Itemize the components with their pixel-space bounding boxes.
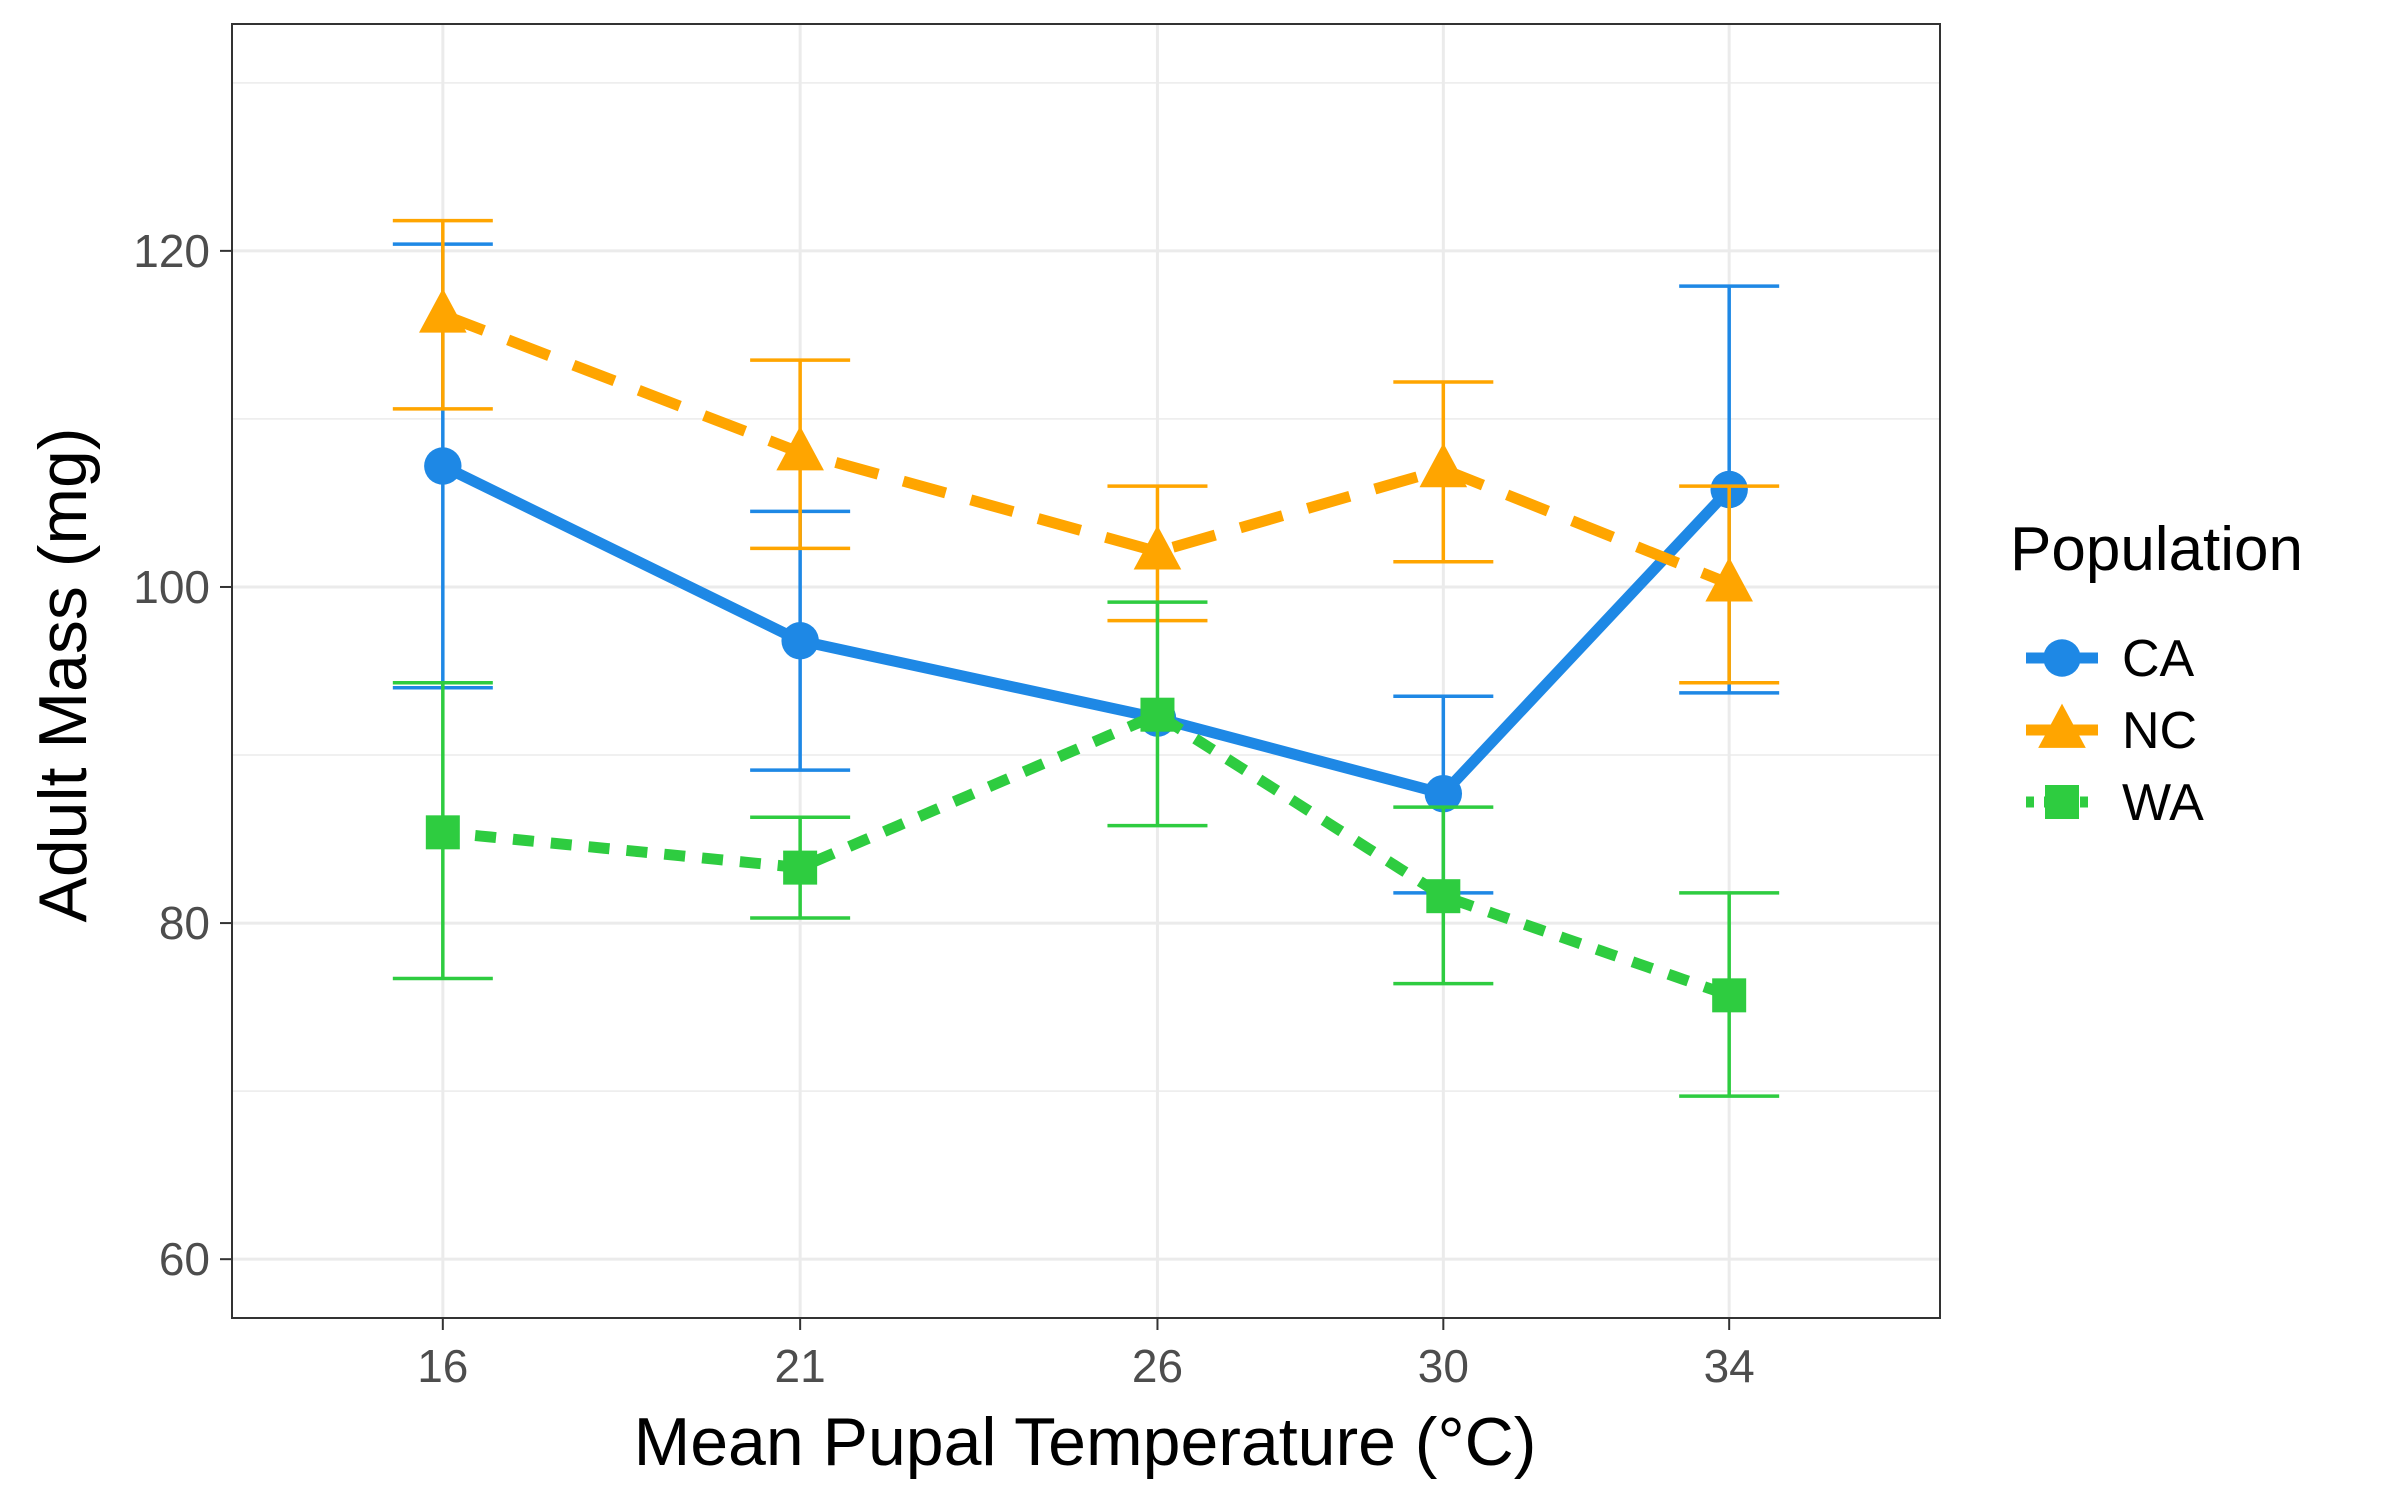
x-tick-label: 16 [417, 1340, 468, 1392]
series-layer [392, 218, 1780, 1098]
point-wa [783, 850, 818, 885]
x-tick-label: 34 [1704, 1340, 1755, 1392]
x-tick-label: 26 [1132, 1340, 1183, 1392]
minor-gridlines [232, 82, 1940, 1092]
axis-ticks [220, 249, 1731, 1330]
point-wa [1426, 879, 1461, 914]
x-tick-label: 30 [1418, 1340, 1469, 1392]
point-ca [1424, 774, 1463, 813]
point-nc [776, 426, 824, 471]
y-tick-label: 100 [133, 561, 210, 613]
point-nc [1133, 525, 1182, 570]
legend: Population CA NC WA [2010, 515, 2303, 832]
line-wa [436, 709, 1737, 1003]
y-tick-label: 60 [159, 1233, 210, 1285]
line-nc [440, 309, 1732, 589]
legend-label-wa: WA [2122, 774, 2204, 832]
point-wa [1140, 697, 1175, 732]
legend-item-ca: CA [2026, 630, 2195, 688]
legend-label-ca: CA [2122, 630, 2195, 688]
y-tick-label: 120 [133, 225, 210, 277]
series-nc [392, 218, 1780, 685]
legend-key-marker [2043, 639, 2081, 677]
legend-label-nc: NC [2122, 702, 2197, 760]
legend-item-nc: NC [2026, 702, 2197, 760]
x-axis-title: Mean Pupal Temperature (°C) [634, 1404, 1537, 1480]
plot-panel-border [231, 23, 1941, 1319]
point-nc [1419, 442, 1468, 488]
y-tick-label: 80 [159, 897, 210, 949]
legend-items: CA NC WA [2026, 630, 2204, 832]
legend-item-wa: WA [2026, 774, 2204, 832]
point-ca [424, 447, 462, 485]
x-tick-label: 21 [775, 1340, 826, 1392]
legend-title: Population [2010, 515, 2303, 584]
point-nc [419, 288, 467, 333]
tick-labels: 60 80 100 120 16 21 26 30 34 [133, 225, 1755, 1392]
point-nc [1705, 557, 1753, 602]
legend-key-marker [2038, 703, 2086, 748]
point-wa [425, 815, 460, 850]
y-axis-title: Adult Mass (mg) [25, 428, 101, 923]
series-wa [392, 600, 1780, 1098]
point-ca [781, 622, 819, 660]
legend-key-marker [2045, 785, 2079, 819]
point-wa [1712, 978, 1747, 1013]
